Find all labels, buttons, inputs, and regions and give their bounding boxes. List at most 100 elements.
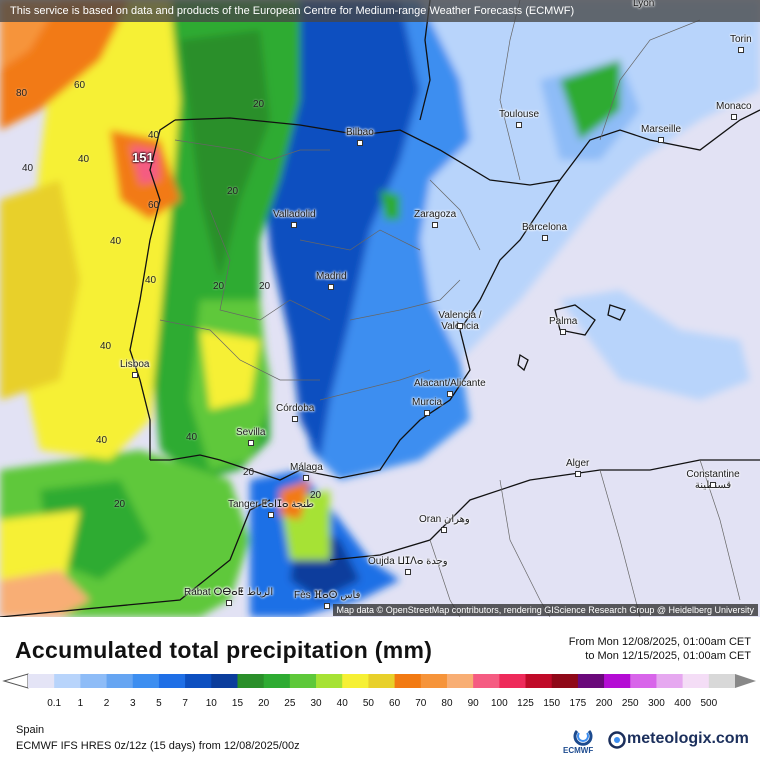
max-value-label: 151 xyxy=(132,150,154,165)
contour-label: 40 xyxy=(145,275,157,286)
contour-label: 80 xyxy=(16,88,28,99)
legend-swatch xyxy=(420,674,448,688)
city-label: Valencia / València xyxy=(432,310,488,332)
legend-swatch xyxy=(185,674,212,688)
city-label: Oran وهران xyxy=(419,514,470,533)
city-label: Marseille xyxy=(641,124,682,143)
legend-swatch xyxy=(316,674,343,688)
legend-value-label: 50 xyxy=(362,698,374,709)
contour-label: 40 xyxy=(96,435,108,446)
meteologix-logo-text[interactable]: meteologix.com xyxy=(627,730,749,747)
legend-over-arrow xyxy=(735,674,756,688)
legend-swatch xyxy=(525,674,553,688)
legend-value-label: 300 xyxy=(648,698,665,709)
legend-swatch xyxy=(682,674,710,688)
ecmwf-logo-icon[interactable] xyxy=(561,727,605,757)
map-attribution: Map data © OpenStreetMap contributors, r… xyxy=(332,604,758,616)
legend-value-label: 125 xyxy=(517,698,534,709)
legend-value-label: 5 xyxy=(156,698,162,709)
legend-swatch xyxy=(54,674,81,688)
legend-swatch xyxy=(342,674,369,688)
city-label: Toulouse xyxy=(499,109,540,128)
city-label: Lisboa xyxy=(120,359,150,378)
city-label: Sevilla xyxy=(236,427,266,446)
city-label: Barcelona xyxy=(522,222,568,241)
legend-swatch xyxy=(708,674,736,688)
city-label: Palma xyxy=(549,316,578,335)
city-label: Constantine قسنطينة xyxy=(678,469,748,491)
legend-value-label: 200 xyxy=(595,698,613,709)
city-label: Málaga xyxy=(290,462,323,481)
coastline xyxy=(0,0,760,617)
city-label: Valladolid xyxy=(273,209,316,228)
precipitation-color-legend xyxy=(2,673,756,689)
contour-label: 40 xyxy=(186,432,198,443)
legend-value-label: 100 xyxy=(490,698,508,709)
legend-value-label: 70 xyxy=(415,698,427,709)
city-label: Zaragoza xyxy=(414,209,457,228)
legend-value-label: 250 xyxy=(621,698,639,709)
legend-swatch xyxy=(211,674,238,688)
legend-value-label: 0.1 xyxy=(47,698,62,709)
legend-value-label: 60 xyxy=(389,698,401,709)
legend-value-label: 1 xyxy=(77,698,84,709)
legend-value-label: 2 xyxy=(103,698,110,709)
city-label: Madrid xyxy=(316,271,347,290)
city-label: Tanger ⵟⴰⵏⵊⴰ طنجة xyxy=(228,499,315,518)
contour-label: 40 xyxy=(100,341,112,352)
precipitation-field xyxy=(0,0,760,617)
city-label: Córdoba xyxy=(276,403,315,422)
period-from: From Mon 12/08/2025, 01:00am CET xyxy=(568,636,751,648)
legend-swatch xyxy=(656,674,684,688)
legend-swatch xyxy=(551,674,579,688)
contour-label: 40 xyxy=(148,130,160,141)
city-label: Lyon xyxy=(633,0,655,9)
legend-swatch xyxy=(158,674,186,688)
precipitation-map[interactable] xyxy=(0,0,760,617)
period-to: to Mon 12/15/2025, 01:00am CET xyxy=(585,650,751,662)
legend-swatch xyxy=(263,674,291,688)
city-label: Fès ⴼⴰⵙ فاس xyxy=(294,590,361,609)
legend-swatch xyxy=(368,674,396,688)
meteologix-logo-icon[interactable] xyxy=(608,731,626,749)
contour-label: 20 xyxy=(253,99,265,110)
legend-under-arrow xyxy=(2,673,29,689)
legend-value-label: 150 xyxy=(543,698,561,709)
contour-label: 20 xyxy=(213,281,225,292)
city-label: Alacant/Alicante xyxy=(414,378,486,397)
region-name: Spain xyxy=(16,724,45,736)
legend-value-label: 400 xyxy=(674,698,691,709)
legend-value-label: 15 xyxy=(231,698,244,709)
legend-value-label: 90 xyxy=(467,698,479,709)
model-info: ECMWF IFS HRES 0z/12z (15 days) from 12/… xyxy=(16,740,300,752)
legend-swatch xyxy=(237,674,265,688)
contour-label: 60 xyxy=(148,200,160,211)
map-title: Accumulated total precipitation (mm) xyxy=(15,637,433,663)
legend-swatch xyxy=(473,674,500,688)
contour-label: 20 xyxy=(243,467,255,478)
contour-label: 20 xyxy=(259,281,271,292)
legend-swatch xyxy=(630,674,657,688)
city-label: Torin xyxy=(730,34,752,53)
legend-swatch xyxy=(289,674,317,688)
legend-swatch xyxy=(604,674,631,688)
legend-swatch xyxy=(499,674,527,688)
contour-label: 40 xyxy=(78,154,90,165)
legend-value-label: 10 xyxy=(205,698,217,709)
legend-swatch xyxy=(446,674,474,688)
city-label: Rabat ⵔⴱⴰⵟ الرباط xyxy=(184,587,274,606)
contour-label: 40 xyxy=(22,163,34,174)
legend-swatch xyxy=(28,674,55,688)
legend-swatch xyxy=(577,674,605,688)
legend-value-label: 30 xyxy=(310,698,322,709)
legend-value-label: 80 xyxy=(441,698,453,709)
legend-value-label: 25 xyxy=(284,698,296,709)
legend-value-label: 500 xyxy=(700,698,718,709)
legend-swatch xyxy=(394,674,422,688)
city-label: Bilbao xyxy=(346,127,374,146)
legend-swatch xyxy=(106,674,134,688)
ecmwf-notice-banner: This service is based on data and produc… xyxy=(0,0,760,22)
contour-label: 20 xyxy=(227,186,239,197)
legend-value-label: 40 xyxy=(336,698,348,709)
